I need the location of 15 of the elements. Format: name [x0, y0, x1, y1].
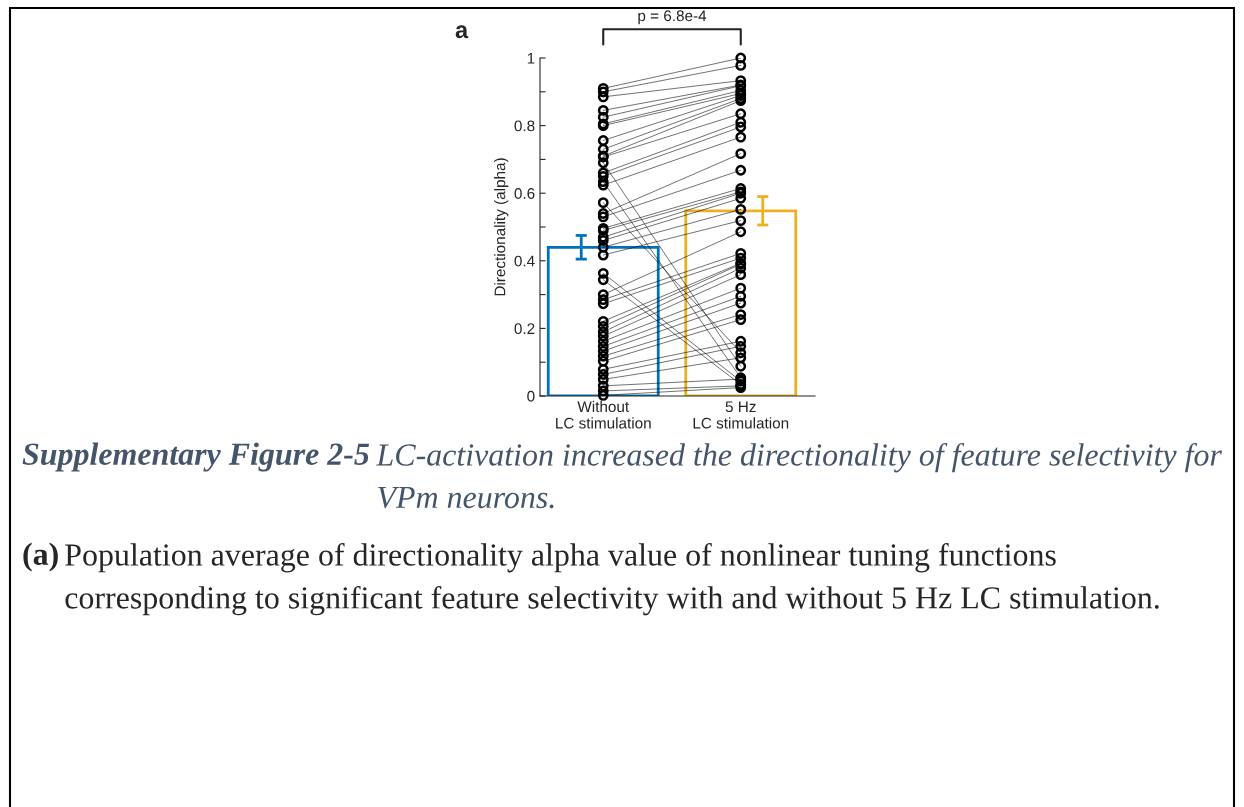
- x-tick-label: 5 Hz LC stimulation: [693, 401, 789, 429]
- y-tick-label: 0.8: [514, 120, 535, 132]
- y-axis-title: Directionality (alpha): [494, 158, 509, 296]
- y-tick-label: 0.6: [514, 188, 535, 199]
- text: LC-activation increased the directionality of feature selectivity for VPm neurons.: [376, 443, 1222, 509]
- text: Population average of directionality alpha value of nonlinear tuning functions corresponding to significant feature selectivity with and without 5 Hz LC stimulation.: [65, 543, 1159, 616]
- y-tick-label: 0.2: [514, 323, 535, 335]
- x-tick-label: Without LC stimulation: [556, 400, 651, 429]
- y-tick-label: 1: [527, 53, 535, 64]
- y-tick-label: 0: [527, 390, 535, 402]
- y-tick-label: 0.4: [514, 255, 535, 267]
- text: a: [455, 25, 469, 39]
- text: (a): [23, 542, 58, 572]
- text: Supplementary Figure 2-5: [22, 442, 370, 472]
- text: p = 6.8e-4: [638, 10, 707, 25]
